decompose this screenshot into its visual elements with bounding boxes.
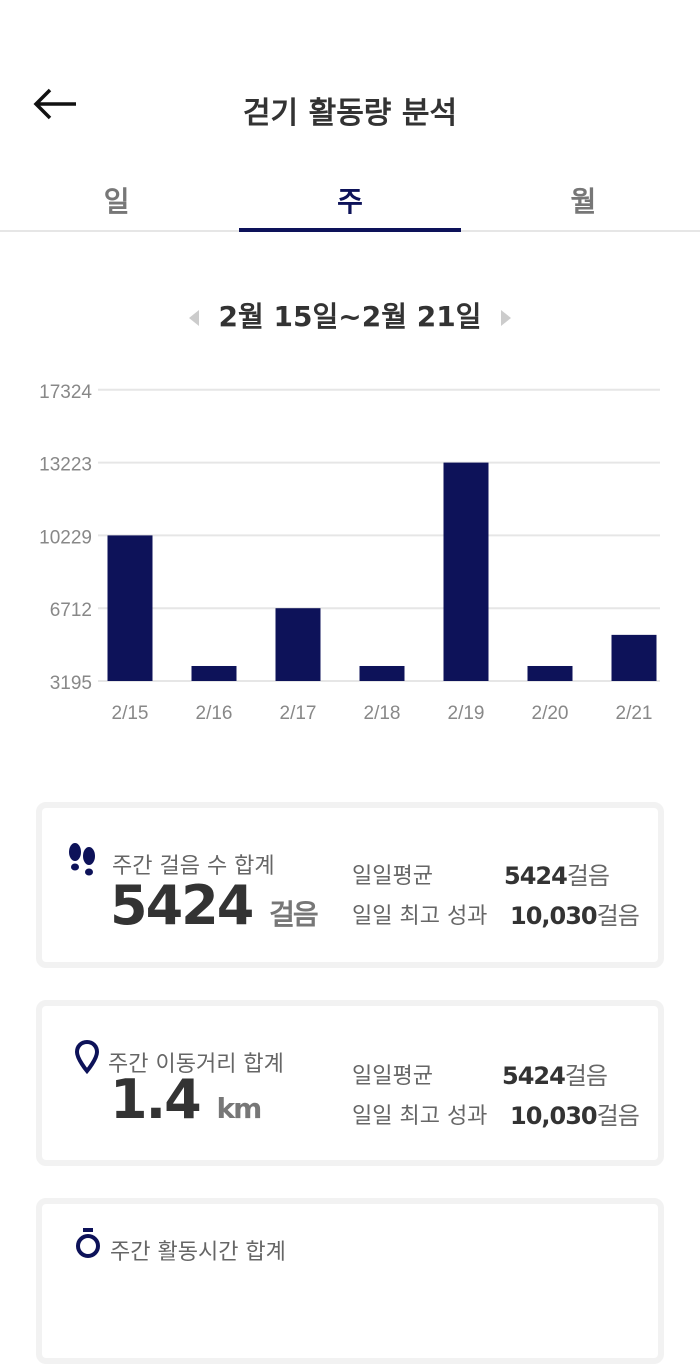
bar-2/19 [443, 462, 489, 681]
footprints-icon [66, 842, 98, 886]
tab-week[interactable]: 주 [233, 170, 466, 232]
best-label: 일일 최고 성과 [352, 904, 488, 929]
tab-day[interactable]: 일 [103, 185, 130, 218]
best-label: 일일 최고 성과 [352, 1104, 488, 1129]
location-pin-icon [74, 1039, 100, 1080]
next-week-arrow-icon[interactable] [501, 310, 512, 326]
x-tick-label: 2/20 [532, 703, 569, 724]
bar-2/17 [275, 608, 321, 681]
x-tick-label: 2/19 [448, 703, 485, 724]
weekly-steps-bar-chart: 3195 6712 10229 13223 17324 2/15 2/16 2/17 2/18 2… [39, 382, 660, 724]
x-tick-label: 2/17 [280, 703, 317, 724]
bar-2/18 [359, 665, 405, 681]
weekly-steps-card: 주간 걸음 수 합계 5424 걸음 일일평균 5424걸음 일일 최고 성과 … [36, 802, 664, 968]
card-title: 주간 걸음 수 합계 [112, 854, 275, 879]
bar-2/21 [611, 634, 657, 681]
back-button[interactable] [30, 84, 80, 124]
avg-unit: 걸음 [564, 1062, 608, 1090]
date-range-selector: 2월 15일~2월 21일 [0, 295, 700, 335]
arrow-left-icon [33, 88, 76, 120]
stopwatch-icon [74, 1228, 102, 1264]
total-distance-unit: km [216, 1092, 262, 1125]
x-tick-label: 2/16 [196, 703, 233, 724]
weekly-distance-card: 주간 이동거리 합계 1.4 km 일일평균 5424걸음 일일 최고 성과 1… [36, 1000, 664, 1166]
avg-unit: 걸음 [566, 862, 610, 890]
avg-value: 5424 [504, 862, 568, 890]
prev-week-arrow-icon[interactable] [188, 310, 199, 326]
total-steps-unit: 걸음 [269, 898, 319, 931]
page-title: 걷기 활동량 분석 [242, 96, 458, 131]
y-tick-label: 10229 [39, 527, 92, 548]
x-tick-label: 2/15 [112, 703, 149, 724]
bar-2/20 [527, 665, 573, 681]
y-tick-label: 6712 [50, 600, 92, 621]
date-range-label: 2월 15일~2월 21일 [218, 300, 482, 333]
x-tick-label: 2/21 [616, 703, 653, 724]
best-unit: 걸음 [596, 1102, 640, 1130]
x-tick-label: 2/18 [364, 703, 401, 724]
weekly-activity-time-card: 주간 활동시간 합계 [36, 1198, 664, 1364]
y-tick-label: 3195 [50, 673, 92, 694]
best-value: 10,030 [510, 1102, 598, 1130]
total-steps-value: 5424 [110, 874, 254, 937]
period-tabs: 일 주 월 [0, 170, 700, 232]
avg-value: 5424 [502, 1062, 566, 1090]
y-tick-label: 17324 [39, 382, 92, 403]
avg-label: 일일평균 [352, 1064, 433, 1089]
header: 걷기 활동량 분석 [0, 70, 700, 140]
card-title: 주간 이동거리 합계 [108, 1052, 284, 1077]
avg-label: 일일평균 [352, 864, 433, 889]
bar-2/16 [191, 665, 237, 681]
tab-month[interactable]: 월 [570, 185, 597, 218]
total-distance-value: 1.4 [110, 1068, 202, 1131]
best-unit: 걸음 [596, 902, 640, 930]
best-value: 10,030 [510, 902, 598, 930]
bar-2/15 [107, 535, 153, 681]
y-tick-label: 13223 [39, 455, 92, 476]
